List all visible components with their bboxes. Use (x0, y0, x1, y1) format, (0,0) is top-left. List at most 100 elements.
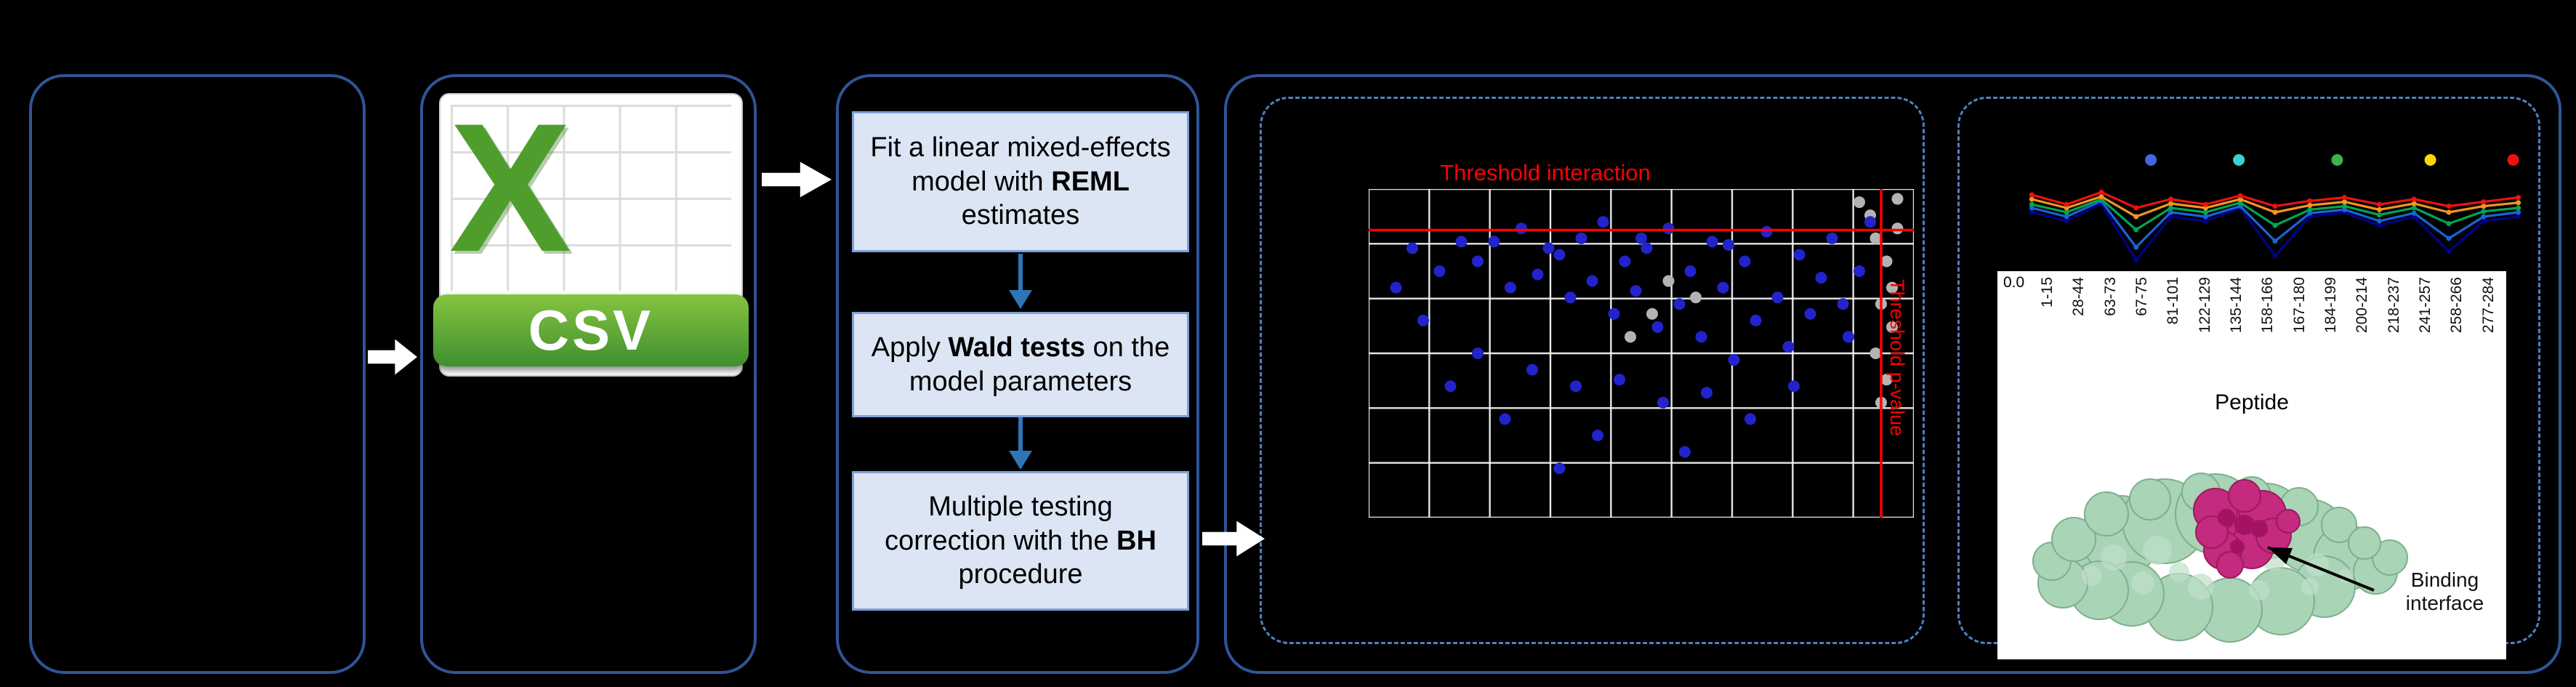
blue-data-point (1684, 265, 1696, 277)
peptide-tick-label: 167-180 (2290, 277, 2308, 334)
step-text-bold: BH (1116, 525, 1156, 556)
step-text-bold: Wald tests (948, 332, 1086, 363)
uptake-point (2342, 206, 2348, 212)
uptake-point (2202, 218, 2208, 224)
flow-arrow-right-1-icon (368, 339, 417, 375)
uptake-point (2516, 214, 2521, 220)
uptake-point (2098, 193, 2104, 199)
peptide-tick-label: 67-75 (2133, 277, 2151, 316)
uptake-point (2202, 214, 2208, 220)
uptake-point (2202, 209, 2208, 215)
uptake-point (2481, 204, 2487, 209)
step-text: procedure (958, 559, 1083, 590)
flow-arrow-right-2-icon (762, 161, 832, 198)
blue-data-point (1406, 242, 1418, 254)
statistics-steps-panel: Fit a linear mixed-effects model with RE… (836, 74, 1199, 674)
blue-data-point (1417, 314, 1429, 326)
peptide-axis-box: 0.0 1-15 28-44 63-73 67-75 81-101 122-129 135-… (1997, 271, 2506, 419)
peptide-tick-label: 135-144 (2228, 277, 2245, 334)
peptide-tick-label: 28-44 (2070, 277, 2088, 316)
uptake-point (2307, 206, 2313, 212)
uptake-point (2481, 218, 2487, 224)
uptake-point (2064, 209, 2069, 215)
blue-data-point (1843, 331, 1854, 343)
uptake-point (2202, 201, 2208, 207)
step-text: Fit a linear mixed-effects model with (870, 132, 1171, 197)
legend-dot (2507, 154, 2519, 166)
uptake-point (2516, 205, 2521, 211)
legend-dot (2233, 154, 2245, 166)
step-text: on the model parameters (909, 332, 1170, 397)
blue-data-point (1706, 236, 1718, 248)
blue-data-point (1592, 430, 1603, 441)
blue-data-point (1619, 255, 1631, 268)
uptake-point (2411, 196, 2417, 202)
blue-data-point (1673, 298, 1686, 310)
gray-data-point (1869, 347, 1882, 359)
uptake-point (2446, 209, 2452, 215)
peptide-tick-label: 81-101 (2165, 277, 2182, 325)
uptake-point (2168, 209, 2174, 215)
uptake-point (2202, 205, 2208, 211)
uptake-point (2481, 214, 2487, 220)
uptake-point (2307, 202, 2313, 208)
uptake-point (2446, 249, 2452, 254)
input-panel (29, 74, 366, 674)
uptake-point (2064, 218, 2069, 224)
blue-data-point (1455, 236, 1468, 248)
blue-data-point (1695, 331, 1707, 343)
blue-data-point (1635, 232, 1647, 244)
peptide-tick-label: 241-257 (2417, 277, 2434, 334)
uptake-point (2168, 205, 2174, 211)
volcano-plot-panel: Threshold interaction Threshold p-value (1260, 97, 1925, 644)
blue-data-point (1433, 265, 1446, 277)
results-panel: Threshold interaction Threshold p-value … (1224, 74, 2561, 674)
threshold-interaction-label: Threshold interaction (1440, 160, 1651, 185)
uptake-point (2272, 222, 2278, 228)
uptake-point (2307, 210, 2313, 216)
threshold-pvalue-label: Threshold p-value (1886, 279, 1908, 437)
step-text: Apply (871, 332, 949, 363)
blue-data-point (1505, 281, 1516, 294)
peptide-tick-label: 122-129 (2196, 277, 2213, 334)
csv-file-icon: X CSV (433, 86, 749, 377)
peptide-tick-label: 218-237 (2385, 277, 2402, 334)
blue-data-point (1553, 462, 1566, 475)
blue-data-point (1657, 396, 1669, 409)
excel-x-logo: X (449, 86, 572, 290)
gray-data-point (1869, 232, 1882, 244)
uptake-point (2133, 214, 2139, 220)
csv-panel: X CSV (420, 74, 757, 674)
deuterium-uptake-line-chart (2029, 154, 2521, 263)
step-text: Multiple testing correction with the (885, 491, 1117, 556)
protein-structure-image (2032, 473, 2408, 643)
uptake-point (2307, 198, 2313, 204)
peptide-tick-label: 184-199 (2322, 277, 2340, 334)
peptide-tick-labels: 1-15 28-44 63-73 67-75 81-101 122-129 135-144 1… (2039, 277, 2497, 387)
blue-data-point (1788, 380, 1800, 393)
gray-data-point (1625, 331, 1636, 343)
uptake-point (2064, 214, 2069, 220)
uptake-point (2446, 204, 2452, 209)
peptide-tick-label: 200-214 (2354, 277, 2371, 334)
uptake-point (2168, 196, 2174, 202)
blue-data-point (1390, 281, 1402, 294)
blue-data-point (1570, 380, 1582, 393)
blue-data-point (1553, 249, 1566, 261)
blue-data-point (1472, 347, 1484, 359)
uptake-point (2376, 206, 2382, 212)
blue-data-point (1472, 255, 1484, 268)
legend-dot (2145, 154, 2157, 166)
uptake-point (2376, 218, 2382, 224)
flow-arrow-down-1-icon (1009, 254, 1032, 309)
uptake-point (2168, 214, 2174, 220)
csv-banner: CSV (433, 294, 749, 366)
uptake-point (2446, 221, 2452, 227)
peptide-tick-label: 1-15 (2039, 277, 2056, 308)
peptide-tick-label: 277-284 (2479, 277, 2497, 334)
uptake-point (2029, 196, 2034, 202)
blue-data-point (1641, 242, 1653, 254)
blue-data-point (1575, 232, 1587, 244)
uptake-point (2272, 253, 2278, 259)
uptake-point (2516, 200, 2521, 206)
